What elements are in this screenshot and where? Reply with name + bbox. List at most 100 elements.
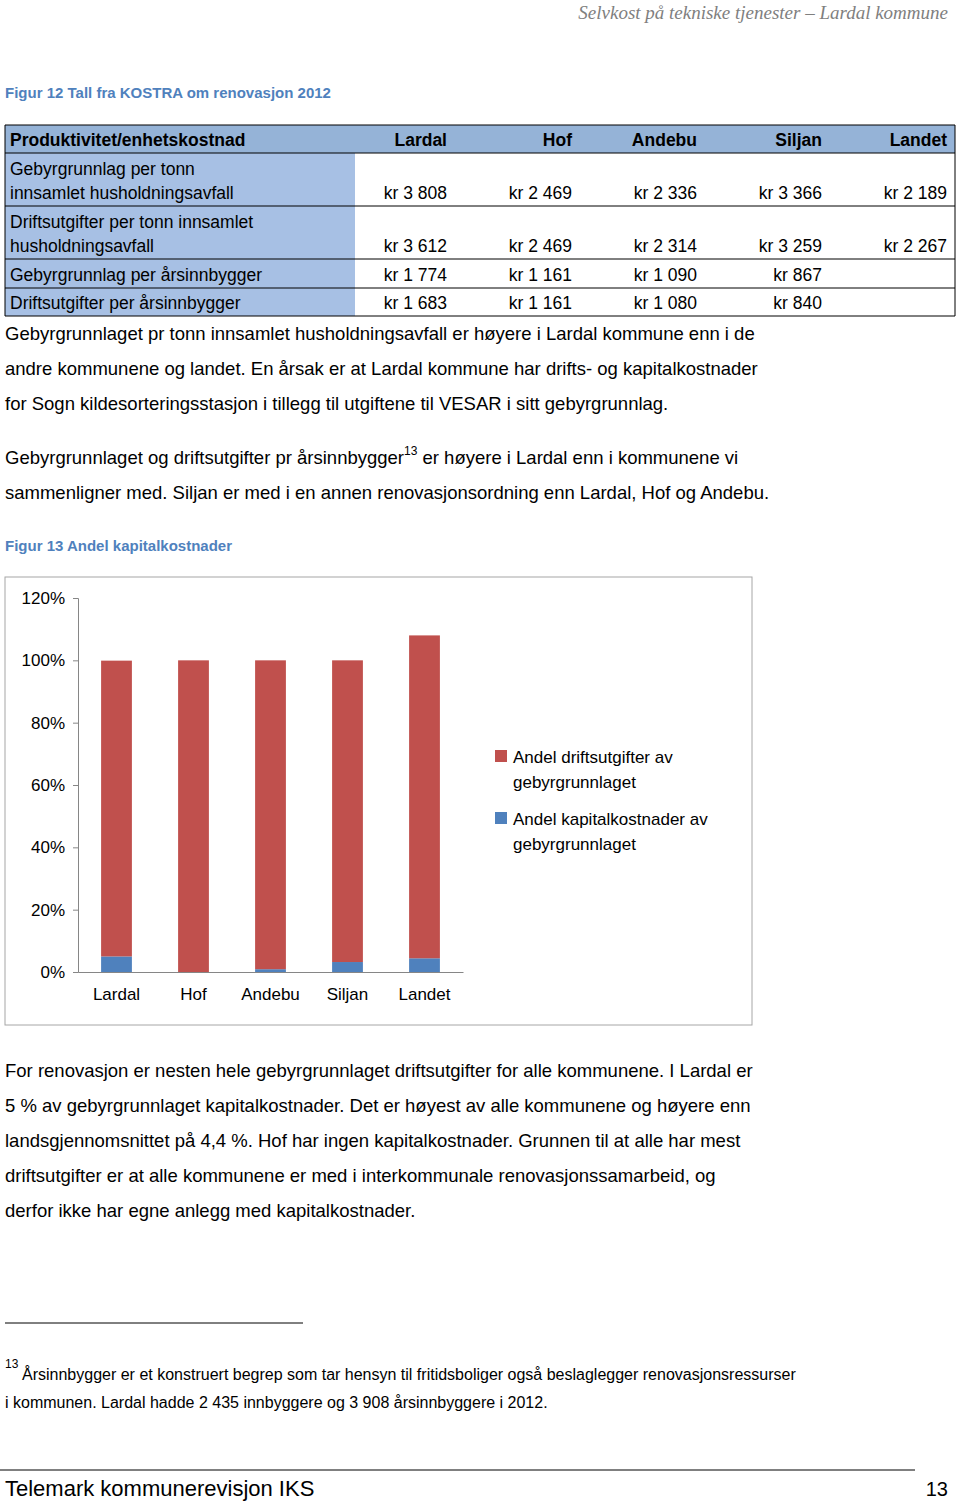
table: Produktivitet/enhetskostnad Lardal Hof Ande… (5, 125, 955, 316)
chart-title: Figur 13 Andel kapitalkostnader (5, 537, 232, 554)
table-cell: kr 1 161 (509, 293, 572, 313)
tick: Lardal (93, 972, 140, 1004)
running-title: Selvkost på tekniske tjenester – Lardal … (578, 2, 948, 23)
footnote-marker: 13 (5, 1357, 19, 1371)
table-rule (5, 206, 955, 207)
paragraph-line: derfor ikke har egne anlegg med kapitalk… (5, 1200, 415, 1221)
paragraph-line: driftsutgifter er at alle kommunene er m… (5, 1165, 716, 1186)
table-caption: Figur 12 Tall fra KOSTRA om renovasjon 2… (5, 84, 331, 101)
table-rule (5, 125, 955, 126)
table-rule (5, 316, 955, 317)
footnote-ref: 13 (404, 444, 418, 458)
table-header: Hof (543, 130, 572, 150)
tick-label: 0% (40, 963, 65, 982)
table-cell: kr 3 366 (759, 183, 822, 203)
tick-label: 60% (31, 776, 65, 795)
table-rule (5, 288, 955, 289)
paragraph-line: Gebyrgrunnlaget pr tonn innsamlet hushol… (5, 323, 755, 344)
table-row-label: Driftsutgifter per årsinnbygger (10, 293, 241, 313)
paragraph-line: sammenligner med. Siljan er med i en ann… (5, 482, 769, 503)
table-cell: kr 840 (773, 293, 822, 313)
table-header: Siljan (775, 130, 822, 150)
table-cell: kr 2 469 (509, 236, 572, 256)
y-axis: 0% 20% 40% 60% 80% 100% 120% (22, 589, 79, 982)
chart-frame (5, 577, 752, 1025)
tick: Siljan (327, 972, 369, 1004)
tick-label: Hof (180, 985, 207, 1004)
table-label-bg (5, 153, 355, 206)
tick-mark (73, 847, 78, 848)
table-cell: kr 2 336 (634, 183, 697, 203)
table-row-label: innsamlet husholdningsavfall (10, 183, 234, 203)
tick: Hof (180, 972, 207, 1004)
table-row-label: Gebyrgrunnlag per tonn (10, 159, 195, 179)
tick-label: 80% (31, 714, 65, 733)
axis-line (79, 972, 464, 973)
paragraph-line: Gebyrgrunnlaget og driftsutgifter pr års… (5, 444, 738, 468)
tick: 100% (22, 651, 78, 670)
table-row-label: Gebyrgrunnlag per årsinnbygger (10, 265, 262, 285)
table-cell: kr 1 161 (509, 265, 572, 285)
table-cell: kr 2 314 (634, 236, 697, 256)
tick: 20% (31, 901, 78, 920)
tick-label: Landet (399, 985, 451, 1004)
table-cell: kr 1 080 (634, 293, 697, 313)
legend-swatch (495, 750, 507, 762)
table-header-bg (5, 125, 955, 153)
tick-label: Andebu (241, 985, 300, 1004)
table-label-bg (5, 288, 355, 316)
bar (255, 660, 286, 969)
bar (101, 956, 132, 972)
table-rule (955, 125, 956, 316)
paragraph-line: 5 % av gebyrgrunnlaget kapitalkostnader.… (5, 1095, 751, 1116)
tick-label: 40% (31, 838, 65, 857)
table-header: Andebu (632, 130, 697, 150)
tick-mark (73, 785, 78, 786)
tick: Andebu (241, 972, 300, 1004)
bar (255, 969, 286, 972)
table-rule (5, 259, 955, 260)
legend-label: Andel driftsutgifter avgebyrgrunnlaget (513, 748, 673, 792)
tick: 0% (40, 963, 78, 982)
bar (332, 962, 363, 972)
footnote-rule (5, 1323, 303, 1324)
bar (101, 661, 132, 957)
table-cell: kr 2 267 (884, 236, 947, 256)
tick: Landet (399, 972, 451, 1004)
table-cell: kr 1 774 (384, 265, 447, 285)
table-header: Produktivitet/enhetskostnad (10, 130, 245, 150)
tick-label: 100% (22, 651, 65, 670)
footer-rule (0, 1470, 915, 1471)
table-cell: kr 867 (773, 265, 822, 285)
x-axis: Lardal Hof Andebu Siljan Landet (79, 972, 464, 1004)
axis-line (73, 599, 79, 973)
tick-mark (73, 723, 78, 724)
table-label-bg (5, 259, 355, 288)
table-row-label: Driftsutgifter per tonn innsamlet (10, 212, 253, 232)
tick-mark (73, 598, 78, 599)
bar (409, 958, 440, 972)
table-header: Lardal (394, 130, 447, 150)
bar (409, 635, 440, 958)
paragraph-line: andre kommunene og landet. En årsak er a… (5, 358, 758, 379)
table-cell: kr 3 612 (384, 236, 447, 256)
table-header: Landet (890, 130, 948, 150)
table-cell: kr 1 683 (384, 293, 447, 313)
legend-label: Andel kapitalkostnader avgebyrgrunnlaget (513, 810, 708, 854)
tick-mark (73, 972, 78, 973)
tick: 80% (31, 714, 78, 733)
tick-label: 20% (31, 901, 65, 920)
tick-label: Siljan (327, 985, 369, 1004)
bar (332, 660, 363, 962)
tick-label: Lardal (93, 985, 140, 1004)
table-cell: kr 3 808 (384, 183, 447, 203)
table-cell: kr 1 090 (634, 265, 697, 285)
paragraph-line: for Sogn kildesorteringsstasjon i tilleg… (5, 393, 668, 414)
footnote-line: Årsinnbygger er et konstruert begrep som… (22, 1365, 796, 1383)
bar (178, 660, 209, 972)
tick: 120% (22, 589, 78, 608)
bars (101, 635, 440, 972)
table-cell: kr 3 259 (759, 236, 822, 256)
tick: 60% (31, 776, 78, 795)
table-cell: kr 2 469 (509, 183, 572, 203)
